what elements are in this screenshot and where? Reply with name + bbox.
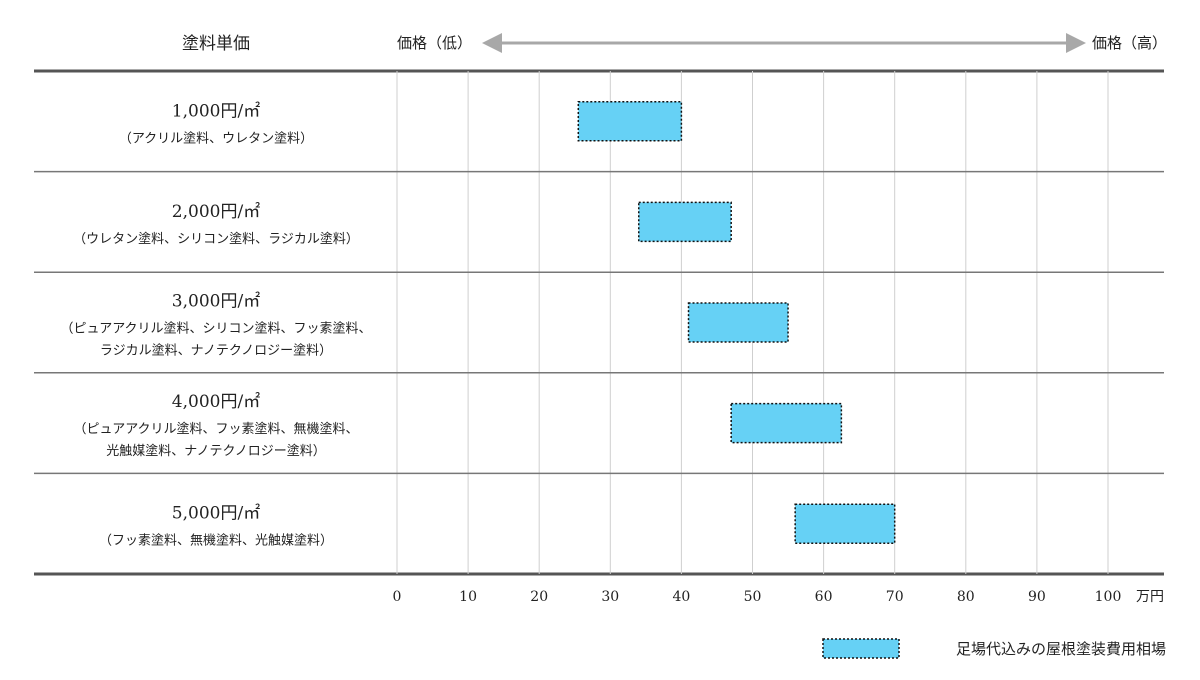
row-paints-label: 光触媒塗料、ナノテクノロジー塗料） — [106, 443, 326, 459]
x-tick-label: 10 — [459, 589, 477, 605]
row-price-label: 4,000円/㎡ — [172, 392, 260, 412]
range-bar — [730, 402, 843, 444]
x-tick-label: 90 — [1028, 589, 1046, 605]
x-tick-label: 0 — [393, 589, 402, 605]
x-axis-unit: 万円 — [1136, 589, 1164, 605]
row-price-label: 1,000円/㎡ — [172, 101, 260, 121]
row-price-label: 3,000円/㎡ — [172, 292, 260, 312]
x-tick-label: 20 — [530, 589, 548, 605]
price-low-label: 価格（低） — [397, 34, 472, 52]
x-tick-label: 70 — [886, 589, 904, 605]
range-bar — [687, 302, 789, 343]
row-paints-label: （ウレタン塗料、シリコン塗料、ラジカル塗料） — [73, 231, 359, 247]
row-separators — [34, 170, 1164, 475]
row-paints-label: （ピュアアクリル塗料、フッ素塗料、無機塗料、 — [73, 421, 358, 437]
row-labels: 1,000円/㎡ （アクリル塗料、ウレタン塗料） 2,000円/㎡ （ウレタン塗料、シ… — [60, 101, 371, 548]
legend: 足場代込みの屋根塗装費用相場 — [822, 638, 1166, 659]
row-paints-label: （フッ素塗料、無機塗料、光触媒塗料） — [99, 533, 333, 549]
x-tick-label: 80 — [957, 589, 975, 605]
x-tick-label: 50 — [744, 589, 762, 605]
row-paints-label: （ピュアアクリル塗料、シリコン塗料、フッ素塗料、 — [60, 321, 371, 337]
grid-lines — [396, 71, 1109, 574]
x-axis-ticks: 0 10 20 30 40 50 60 70 80 90 100 — [393, 589, 1122, 605]
x-tick-label: 40 — [672, 589, 690, 605]
x-tick-label: 60 — [815, 589, 833, 605]
column-title: 塗料単価 — [182, 33, 250, 54]
x-tick-label: 30 — [601, 589, 619, 605]
legend-swatch — [822, 638, 900, 659]
row-paints-label: ラジカル塗料、ナノテクノロジー塗料） — [100, 343, 332, 359]
range-bars — [577, 101, 896, 544]
range-bar — [637, 201, 732, 243]
row-price-label: 5,000円/㎡ — [172, 504, 260, 524]
double-arrow-icon — [482, 33, 1086, 53]
row-price-label: 2,000円/㎡ — [172, 202, 260, 222]
range-bar — [794, 503, 896, 544]
range-bar — [577, 101, 683, 142]
row-paints-label: （アクリル塗料、ウレタン塗料） — [119, 130, 313, 146]
legend-label: 足場代込みの屋根塗装費用相場 — [956, 640, 1166, 658]
price-high-label: 価格（高） — [1092, 34, 1167, 52]
x-tick-label: 100 — [1095, 589, 1122, 605]
